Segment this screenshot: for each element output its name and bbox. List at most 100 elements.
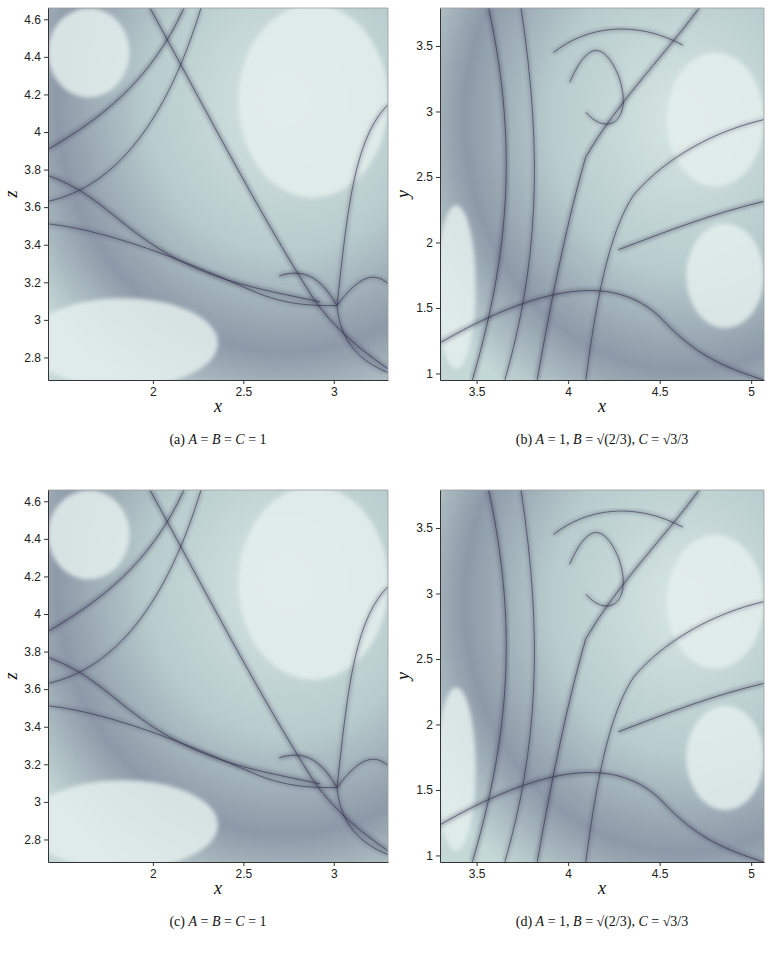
tick: 4.4: [24, 532, 48, 546]
field-ridge-core: [48, 175, 320, 302]
field-background: [440, 8, 764, 380]
field-light-region: [48, 298, 218, 380]
tick: 2: [150, 380, 157, 399]
tick-label: 2.5: [416, 652, 433, 666]
tick-label: 1.5: [416, 783, 433, 797]
tick: 5: [748, 380, 755, 399]
field-ridge: [279, 755, 337, 787]
field-ridge: [48, 490, 201, 683]
field-ridge-core: [48, 490, 201, 683]
tick-mark: [44, 19, 48, 20]
y-axis: 11.522.533.5: [416, 491, 440, 863]
tick: 3.5: [416, 521, 440, 535]
caption: (b) A = 1, B = √(2/3), C = √3/3: [516, 432, 688, 448]
tick-label: 2.8: [24, 351, 41, 365]
tick-label: 4.2: [24, 570, 41, 584]
tick-mark: [44, 652, 48, 653]
tick: 3.5: [416, 39, 440, 53]
tick-label: 5: [748, 385, 755, 399]
tick-label: 4.5: [652, 385, 669, 399]
field-ridge-core: [337, 587, 388, 855]
field-ridge: [505, 490, 535, 862]
tick-label: 3.6: [24, 200, 41, 214]
tick: 2.5: [416, 170, 440, 184]
tick-label: 3.4: [24, 238, 41, 252]
tick-mark: [44, 170, 48, 171]
tick: 3.8: [24, 163, 48, 177]
tick: 4.2: [24, 570, 48, 584]
tick-label: 3.6: [24, 682, 41, 696]
tick: 2: [426, 236, 440, 250]
tick: 3.2: [24, 276, 48, 290]
axis-line: [441, 380, 765, 381]
tick: 1: [426, 367, 440, 381]
tick-mark: [243, 862, 244, 866]
tick-label: 3.2: [24, 758, 41, 772]
field-ridge-core: [48, 657, 320, 784]
tick-mark: [436, 308, 440, 309]
field-ridge: [618, 683, 764, 731]
field-ridge-core: [505, 8, 535, 380]
field-light-region: [48, 8, 130, 97]
plot-area: [440, 8, 764, 380]
tick-label: 2.5: [235, 385, 252, 399]
field-light-region: [238, 490, 388, 680]
tick-mark: [44, 764, 48, 765]
tick: 3.5: [469, 862, 486, 881]
y-axis-title: z: [1, 190, 21, 198]
tick-label: 3.5: [416, 39, 433, 53]
field-light-region: [667, 53, 764, 187]
panel: 3.544.5511.522.533.5xy(d) A = 1, B = √(2…: [393, 490, 765, 930]
tick-mark: [660, 862, 661, 866]
field-ridge-core: [505, 490, 535, 862]
x-axis-title: x: [213, 878, 222, 898]
panel: 22.532.833.23.43.63.844.24.44.6xz(c) A =…: [1, 486, 389, 930]
field-light-region: [686, 224, 764, 328]
tick: 3: [331, 862, 338, 881]
field-ridge: [440, 291, 764, 380]
tick-label: 3: [34, 795, 41, 809]
field-ridge-core: [537, 490, 699, 862]
tick-label: 3.5: [469, 867, 486, 881]
tick-mark: [436, 528, 440, 529]
tick-label: 4.4: [24, 50, 41, 64]
x-axis-title: x: [597, 878, 606, 898]
tick: 3.4: [24, 720, 48, 734]
tick-mark: [568, 380, 569, 384]
tick: 2.5: [235, 862, 252, 881]
field-ridge: [337, 277, 388, 305]
tick-label: 4: [565, 385, 572, 399]
field-ridge-core: [48, 490, 184, 631]
tick-mark: [44, 207, 48, 208]
field-ridge: [553, 511, 683, 535]
tick-label: 3.8: [24, 163, 41, 177]
x-axis-title: x: [213, 396, 222, 416]
field-ridge: [537, 490, 699, 862]
field-ridge: [570, 533, 624, 607]
tick: 3.5: [469, 380, 486, 399]
field-light-region: [686, 706, 764, 810]
tick: 3: [426, 587, 440, 601]
field-ridge-core: [586, 602, 764, 862]
tick-mark: [44, 727, 48, 728]
plot-frame: [440, 8, 764, 380]
field-ridge-core: [570, 533, 624, 607]
y-axis-title: z: [1, 672, 21, 680]
tick-mark: [436, 46, 440, 47]
tick: 3: [34, 795, 48, 809]
field-light-region: [48, 490, 130, 579]
tick-label: 2.8: [24, 833, 41, 847]
field-light-region: [440, 687, 476, 851]
caption: (d) A = 1, B = √(2/3), C = √3/3: [516, 914, 688, 930]
tick: 4: [565, 380, 572, 399]
tick-label: 3: [331, 385, 338, 399]
x-axis-title: x: [597, 396, 606, 416]
tick: 4.4: [24, 50, 48, 64]
field-ridge: [337, 587, 388, 855]
tick-label: 3: [426, 105, 433, 119]
tick-mark: [436, 855, 440, 856]
field-ridge: [48, 8, 201, 201]
tick-mark: [44, 539, 48, 540]
plot-area: [48, 8, 388, 380]
tick-label: 5: [748, 867, 755, 881]
